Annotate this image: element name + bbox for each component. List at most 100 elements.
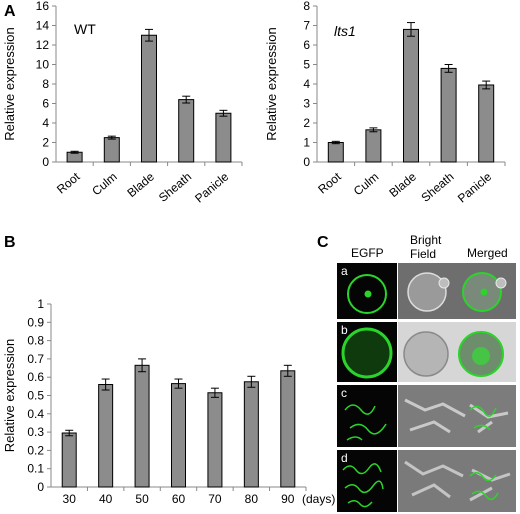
- panel-letter-c: C: [317, 234, 329, 251]
- column-header-merged: Merged: [467, 246, 508, 260]
- merged-chloroplasts: [472, 347, 490, 365]
- bar: [215, 112, 232, 163]
- micrograph-row-b: b: [337, 322, 516, 382]
- y-axis-title: Relative expression: [2, 27, 17, 140]
- y-tick-label: 0.4: [27, 407, 44, 421]
- bar: [141, 34, 157, 163]
- bright-texture: [404, 460, 511, 502]
- y-tick-label: 2: [303, 116, 310, 130]
- panel-letter-a: A: [4, 3, 16, 20]
- column-header-egfp: EGFP: [351, 246, 384, 260]
- y-tick-label: 0.2: [27, 443, 44, 457]
- y-tick-label: 0.9: [27, 315, 44, 329]
- x-tick-label: 30: [63, 492, 77, 506]
- x-tick-label: Panicle: [455, 169, 494, 205]
- y-tick-label: 5: [303, 58, 310, 72]
- x-tick-label: Panicle: [192, 169, 231, 205]
- merged-gfp-signal: [469, 472, 499, 501]
- x-tick-label: Blade: [386, 169, 419, 200]
- x-tick-label: 40: [99, 492, 113, 506]
- x-tick-label: 80: [245, 492, 259, 506]
- y-axis-title: Relative expression: [2, 339, 17, 452]
- y-tick-label: 7: [303, 19, 310, 33]
- bright-merged-image-d: [398, 450, 516, 512]
- bar: [327, 142, 344, 163]
- bright-small-cell: [438, 277, 450, 289]
- y-tick-label: 0.1: [27, 462, 44, 476]
- x-tick-label: Culm: [351, 170, 381, 199]
- gfp-cell-outline: [341, 327, 393, 379]
- gfp-cell-outline: [347, 274, 387, 314]
- bright-texture: [404, 398, 509, 434]
- bar: [365, 129, 382, 163]
- bar: [440, 67, 457, 163]
- x-tick-label: 70: [208, 492, 222, 506]
- egfp-image-c: [337, 385, 397, 447]
- y-tick-label: 0.7: [27, 352, 44, 366]
- bar: [61, 432, 77, 488]
- bar: [207, 392, 223, 488]
- y-tick-label: 4: [303, 77, 310, 91]
- bar: [103, 137, 120, 163]
- row-label-d: d: [341, 451, 348, 465]
- row-label-a: a: [341, 264, 348, 278]
- panel-letter-b: B: [4, 234, 16, 251]
- y-tick-label: 8: [303, 0, 310, 13]
- bar: [243, 381, 259, 488]
- bar: [134, 364, 150, 488]
- y-tick-label: 1: [303, 136, 310, 150]
- bar: [171, 383, 186, 488]
- bar: [178, 99, 195, 163]
- y-tick-label: 6: [303, 38, 310, 52]
- row-label-b: b: [341, 323, 348, 337]
- y-tick-label: 0: [303, 155, 310, 169]
- egfp-image-d: [337, 450, 397, 512]
- merged-small-cell: [495, 277, 507, 289]
- x-tick-label: 50: [135, 492, 149, 506]
- y-tick-label: 4: [42, 116, 49, 130]
- chart-time-course-expression: 0 0.1 0.2 0.3 0.4 0.5 0.6 0.7 0.8 0.9 1 Relative ex…: [2, 297, 335, 506]
- y-tick-label: 1: [37, 297, 44, 311]
- y-tick-label: 0.3: [27, 425, 44, 439]
- genotype-label: WT: [74, 21, 96, 37]
- genotype-label: lts1: [334, 23, 356, 39]
- bar: [403, 28, 419, 163]
- x-tick-label: Culm: [89, 170, 119, 199]
- y-axis-title: Relative expression: [264, 27, 279, 140]
- gfp-epidermal-cells: [342, 463, 384, 508]
- micrograph-row-d: d: [337, 450, 516, 512]
- row-label-c: c: [341, 386, 347, 400]
- merged-nucleus: [480, 288, 488, 296]
- gfp-epidermal-cells: [344, 404, 387, 441]
- y-tick-label: 0.8: [27, 334, 44, 348]
- bar: [478, 84, 495, 163]
- y-tick-label: 14: [36, 19, 50, 33]
- y-tick-label: 8: [42, 77, 49, 91]
- y-tick-label: 0: [42, 155, 49, 169]
- micrograph-row-a: a: [337, 263, 516, 319]
- x-tick-label: Sheath: [156, 170, 194, 205]
- y-tick-label: 3: [303, 97, 310, 111]
- x-axis-unit: (days): [302, 492, 335, 506]
- x-tick-label: Root: [54, 169, 83, 196]
- chart-wt-expression: 0 2 4 6 8 10 12 14 16 Relative expression Root Culm…: [2, 0, 243, 206]
- y-tick-label: 10: [36, 58, 50, 72]
- column-header-bright-field: Bright Field: [410, 233, 442, 261]
- merged-gfp-signal: [469, 405, 497, 431]
- y-tick-label: 12: [36, 38, 50, 52]
- x-tick-label: 90: [281, 492, 295, 506]
- x-tick-label: Root: [315, 169, 344, 196]
- x-tick-label: Sheath: [418, 170, 456, 205]
- y-tick-label: 6: [42, 97, 49, 111]
- y-tick-label: 2: [42, 136, 49, 150]
- chart-lts1-expression: 0 1 2 3 4 5 6 7 8 Relative expression Root Culm Blad…: [264, 0, 506, 206]
- y-tick-label: 0: [37, 480, 44, 494]
- y-tick-label: 16: [36, 0, 50, 13]
- gfp-nucleus: [364, 290, 372, 298]
- bar: [98, 384, 114, 488]
- micrograph-panel: EGFP Bright Field Merged a b: [337, 233, 516, 512]
- bright-cell: [403, 331, 449, 377]
- micrograph-row-c: c: [337, 385, 516, 447]
- y-tick-label: 0.6: [27, 370, 44, 384]
